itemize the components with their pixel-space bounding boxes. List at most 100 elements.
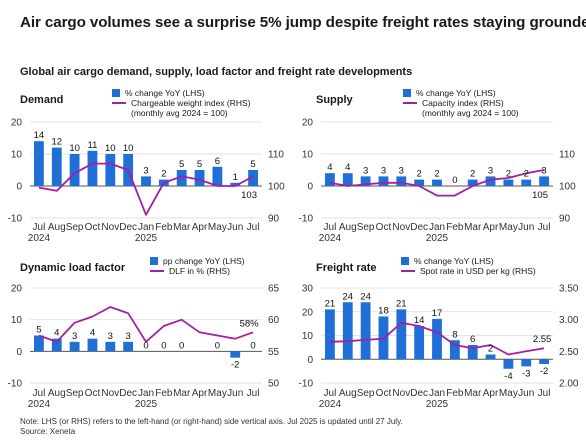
bar — [69, 154, 80, 186]
bar-data-label: 6 — [215, 156, 220, 167]
y2-tick-label: 50 — [268, 379, 280, 390]
bar-data-label: 2 — [506, 169, 511, 180]
y-tick-label: 20 — [11, 284, 23, 295]
bar-data-label: 24 — [360, 291, 371, 302]
y-tick-label: 20 — [302, 307, 314, 318]
x-tick-label: Jun — [227, 388, 243, 399]
bar — [212, 166, 223, 186]
bar-data-label: 2 — [434, 169, 439, 180]
x-tick-label: Dec — [119, 388, 137, 399]
bar — [432, 318, 442, 360]
bar-data-label: 2 — [161, 169, 166, 180]
line-end-label: 103 — [241, 190, 257, 201]
legend-freight-rate: % change YoY (LHS) Spot rate in USD per … — [401, 256, 536, 276]
bar-data-label: 0 — [452, 175, 457, 186]
bar-data-label: 8 — [452, 329, 457, 340]
y2-tick-label: 90 — [559, 214, 571, 225]
bar-data-label: 11 — [88, 140, 98, 151]
legend-demand: % change YoY (LHS) Chargeable weight ind… — [112, 88, 251, 118]
bar-data-label: 5 — [250, 159, 255, 170]
legend-swatch-line — [403, 102, 417, 104]
x-tick-label: Jul — [324, 388, 337, 399]
legend-swatch-line — [112, 102, 126, 104]
series-line — [329, 321, 545, 356]
y-tick-label: -10 — [8, 379, 23, 390]
x-tick-label: Sep — [66, 222, 84, 233]
y-tick-label: 0 — [307, 355, 313, 366]
y2-tick-label: 65 — [268, 284, 280, 295]
bar — [467, 345, 478, 360]
x-year-label: 2024 — [319, 233, 342, 244]
bar-data-label: 4 — [327, 162, 332, 173]
x-tick-label: May — [208, 222, 227, 233]
bar-data-label: 4 — [90, 328, 95, 339]
bar-data-label: -2 — [540, 366, 548, 377]
footnote: Note: LHS (or RHS) refers to the left-ha… — [20, 417, 403, 437]
bar — [194, 170, 205, 186]
x-tick-label: Nov — [101, 388, 119, 399]
bar — [449, 340, 460, 360]
bar-data-label: 3 — [108, 331, 113, 342]
source-text: Source: Xeneta — [20, 427, 76, 436]
x-tick-label: May — [208, 388, 227, 399]
bar-data-label: 4 — [54, 328, 59, 339]
bar — [503, 179, 514, 186]
bar — [230, 351, 241, 358]
bar — [51, 147, 62, 186]
x-tick-label: Apr — [192, 222, 208, 233]
x-tick-label: Jan — [138, 388, 154, 399]
bar — [485, 176, 496, 186]
x-tick-label: Nov — [101, 222, 119, 233]
legend-label-line: Spot rate in USD per kg (RHS) — [420, 266, 536, 276]
bar-data-label: 0 — [215, 340, 220, 351]
bar-data-label: 21 — [325, 298, 336, 309]
bar — [414, 179, 425, 186]
x-tick-label: Jan — [138, 222, 154, 233]
bar — [51, 338, 62, 352]
x-tick-label: Aug — [339, 388, 357, 399]
legend-label-bar: % change YoY (LHS) — [416, 88, 496, 98]
x-tick-label: Oct — [376, 222, 392, 233]
legend-swatch-bar — [403, 89, 411, 97]
bar — [342, 173, 353, 186]
bar — [521, 179, 532, 186]
x-tick-label: Jun — [518, 388, 534, 399]
x-year-label: 2025 — [426, 233, 449, 244]
bar — [87, 338, 98, 352]
bar-data-label: 2 — [524, 169, 529, 180]
bar — [34, 335, 44, 352]
legend-label-line: Capacity index (RHS) (monthly avg 2024 =… — [422, 98, 519, 118]
x-tick-label: Oct — [376, 388, 392, 399]
bar-data-label: 3 — [541, 165, 546, 176]
bar — [325, 309, 335, 360]
bar — [485, 354, 496, 360]
panel-title-supply: Supply — [316, 94, 353, 106]
y-tick-label: 10 — [11, 150, 23, 161]
x-tick-label: Jul — [247, 388, 260, 399]
bar-data-label: 4 — [345, 162, 350, 173]
legend-label-line: DLF in % (RHS) — [169, 266, 230, 276]
x-tick-label: Dec — [410, 222, 428, 233]
y-tick-label: 10 — [302, 331, 314, 342]
legend-label-line: Chargeable weight index (RHS) (monthly a… — [131, 98, 251, 118]
y2-tick-label: 2.50 — [559, 347, 579, 358]
bar-data-label: 10 — [69, 143, 80, 154]
bar-data-label: 5 — [197, 159, 202, 170]
bar-data-label: 2 — [488, 344, 493, 355]
x-tick-label: Feb — [446, 388, 464, 399]
bar-data-label: 3 — [363, 165, 368, 176]
legend-label-bar: pp change YoY (LHS) — [163, 256, 245, 266]
y-tick-label: 0 — [307, 182, 313, 193]
y2-tick-label: 110 — [559, 150, 575, 161]
bar — [396, 176, 407, 186]
x-tick-label: Oct — [85, 388, 101, 399]
panel-title-demand: Demand — [20, 94, 64, 106]
x-tick-label: Mar — [173, 388, 191, 399]
panel-title-load-factor: Dynamic load factor — [20, 262, 126, 274]
bar-data-label: -2 — [231, 360, 239, 371]
bar-data-label: -3 — [522, 368, 530, 379]
bar — [396, 309, 407, 360]
bar — [87, 150, 98, 186]
